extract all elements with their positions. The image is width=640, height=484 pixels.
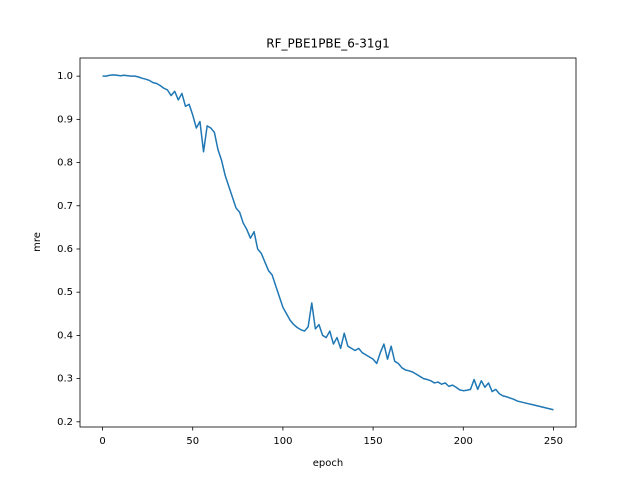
x-axis-label: epoch <box>313 458 343 469</box>
y-tick-label: 1.0 <box>57 71 73 82</box>
y-tick-label: 0.4 <box>57 330 73 341</box>
y-axis-label: mre <box>32 232 43 252</box>
x-tick-label: 250 <box>544 436 563 447</box>
y-tick-label: 0.7 <box>57 201 73 212</box>
y-tick-label: 0.9 <box>57 114 73 125</box>
y-tick-label: 0.8 <box>57 158 73 169</box>
line-series <box>102 74 554 411</box>
y-tick-label: 0.6 <box>57 244 73 255</box>
x-tick-label: 150 <box>364 436 383 447</box>
y-tick-label: 0.3 <box>57 374 73 385</box>
x-tick-label: 50 <box>186 436 199 447</box>
x-tick-label: 200 <box>454 436 473 447</box>
chart-title: RF_PBE1PBE_6-31g1 <box>266 37 389 51</box>
y-tick-label: 0.5 <box>57 287 73 298</box>
axes-frame <box>79 57 577 428</box>
x-tick-label: 100 <box>273 436 292 447</box>
x-tick-label: 0 <box>99 436 105 447</box>
y-tick-label: 0.2 <box>57 417 73 428</box>
